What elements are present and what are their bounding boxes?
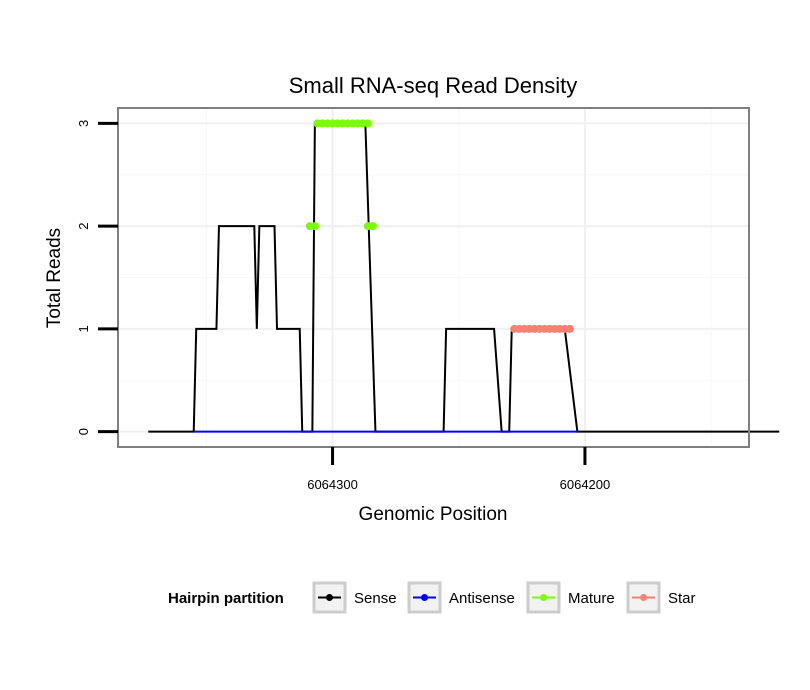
chart-title: Small RNA-seq Read Density	[289, 73, 578, 98]
y-axis-title: Total Reads	[44, 228, 65, 328]
legend-swatch-dot-star	[640, 594, 647, 601]
legend-swatch-dot-mature	[540, 594, 547, 601]
legend-label-mature: Mature	[568, 590, 615, 607]
legend-entries: Sense Antisense Mature Star	[312, 581, 696, 614]
x-axis-title: Genomic Position	[359, 504, 508, 525]
legend-label-star: Star	[668, 590, 696, 607]
y-tick-label: 3	[76, 120, 91, 127]
legend: Hairpin partition Sense Antisense Mature St…	[168, 581, 696, 614]
x-axis: 6064300 6064200	[307, 447, 610, 492]
mature-point	[368, 222, 377, 231]
legend-label-antisense: Antisense	[449, 590, 515, 607]
x-tick-label: 6064300	[307, 477, 358, 492]
grid	[118, 108, 749, 447]
legend-label-sense: Sense	[354, 590, 397, 607]
star-point	[565, 324, 574, 333]
y-tick-label: 0	[76, 428, 91, 435]
series-layer	[148, 119, 780, 433]
plot-panel-border	[117, 107, 750, 448]
y-tick-label: 1	[76, 325, 91, 332]
legend-title: Hairpin partition	[168, 590, 284, 607]
x-tick-label: 6064200	[560, 477, 611, 492]
y-axis: 0 1 2 3	[76, 120, 118, 435]
mature-point	[310, 222, 319, 231]
y-tick-label: 2	[76, 223, 91, 230]
legend-swatch-dot-antisense	[421, 594, 428, 601]
legend-swatch-dot-sense	[326, 594, 333, 601]
mature-point	[363, 119, 372, 128]
